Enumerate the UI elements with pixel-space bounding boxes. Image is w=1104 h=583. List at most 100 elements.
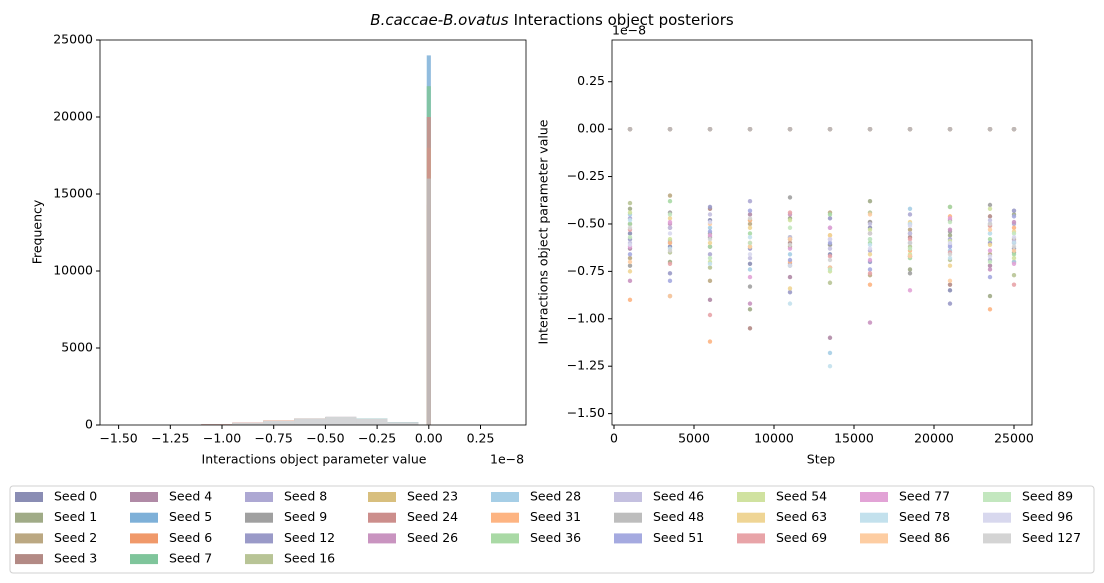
legend-swatch bbox=[130, 512, 158, 523]
y-tick-label: 25000 bbox=[53, 32, 93, 47]
y-tick-label: 0.00 bbox=[577, 121, 605, 136]
legend-label: Seed 46 bbox=[653, 489, 704, 504]
scatter-point bbox=[867, 231, 873, 236]
scatter-point bbox=[787, 210, 793, 215]
scatter-point bbox=[907, 254, 913, 259]
scatter-point bbox=[707, 229, 713, 234]
scatter-point bbox=[747, 252, 753, 257]
scatter-point bbox=[707, 244, 713, 249]
scatter-point bbox=[827, 225, 833, 230]
scatter-point bbox=[947, 301, 953, 306]
y-tick-label: 10000 bbox=[53, 263, 93, 278]
legend-label: Seed 16 bbox=[284, 551, 335, 566]
scatter-point bbox=[747, 301, 753, 306]
x-axis-label: Interactions object parameter value bbox=[202, 452, 427, 467]
scatter-point bbox=[747, 208, 753, 213]
scatter-point bbox=[667, 231, 673, 236]
scatter-point bbox=[747, 212, 753, 217]
legend-label: Seed 5 bbox=[169, 509, 212, 524]
scatter-point bbox=[667, 126, 673, 132]
legend-label: Seed 31 bbox=[530, 509, 581, 524]
legend-label: Seed 9 bbox=[284, 509, 327, 524]
scatter-point bbox=[1011, 261, 1017, 266]
legend-label: Seed 127 bbox=[1022, 530, 1081, 545]
scatter-point bbox=[627, 242, 633, 248]
legend-swatch bbox=[860, 533, 888, 544]
scatter-point bbox=[747, 216, 753, 221]
scatter-point bbox=[667, 248, 673, 253]
legend-box bbox=[9, 485, 1095, 574]
scatter-point bbox=[987, 242, 993, 248]
scatter-point bbox=[987, 293, 993, 299]
scatter-point bbox=[947, 255, 953, 261]
scatter-point bbox=[867, 126, 873, 132]
scatter-point bbox=[627, 235, 633, 240]
legend-label: Seed 7 bbox=[169, 551, 212, 566]
scatter-point bbox=[667, 293, 673, 299]
histogram-bar bbox=[263, 421, 295, 425]
legend-swatch bbox=[737, 492, 765, 502]
scatter-point bbox=[827, 335, 833, 340]
legend-label: Seed 77 bbox=[899, 489, 950, 504]
histogram-bar bbox=[232, 423, 264, 425]
scatter-point bbox=[707, 312, 713, 318]
scatter-point bbox=[867, 236, 873, 242]
scatter-point bbox=[1011, 282, 1017, 287]
x-tick-label: 0 bbox=[610, 431, 618, 446]
scatter-point bbox=[707, 212, 713, 217]
scatter-point bbox=[827, 267, 833, 272]
scatter-point bbox=[707, 255, 713, 261]
scatter-point bbox=[827, 350, 833, 356]
legend-swatch bbox=[983, 492, 1011, 502]
scatter-point bbox=[627, 225, 633, 230]
legend-swatch bbox=[491, 512, 519, 523]
legend-swatch bbox=[860, 512, 888, 523]
y-tick-label: −0.25 bbox=[567, 168, 605, 183]
scatter-point bbox=[627, 217, 633, 223]
scatter-point bbox=[747, 235, 753, 240]
scatter-point bbox=[667, 278, 673, 284]
legend-swatch bbox=[614, 492, 642, 502]
legend-label: Seed 3 bbox=[54, 551, 97, 566]
scatter-point bbox=[907, 246, 913, 251]
scatter-point bbox=[627, 252, 633, 257]
scatter-point bbox=[707, 225, 713, 230]
legend-label: Seed 48 bbox=[653, 509, 704, 524]
scatter-point bbox=[747, 244, 753, 249]
scatter-point bbox=[827, 364, 833, 369]
scatter-point bbox=[787, 242, 793, 248]
scatter-point bbox=[947, 204, 953, 210]
figure-title: B.caccae-B.ovatus Interactions object pos… bbox=[370, 11, 734, 29]
scatter-point bbox=[627, 200, 633, 206]
scatter-point bbox=[627, 263, 633, 268]
legend-label: Seed 6 bbox=[169, 530, 212, 545]
scatter-point bbox=[1011, 244, 1017, 249]
scatter-point bbox=[627, 126, 633, 132]
legend-label: Seed 96 bbox=[1022, 509, 1073, 524]
scatter-point bbox=[907, 212, 913, 217]
x-axis-label: Step bbox=[807, 452, 836, 467]
legend-swatch bbox=[491, 533, 519, 544]
scatter-point bbox=[707, 204, 713, 210]
scatter-point bbox=[1011, 248, 1017, 253]
scatter-point bbox=[987, 221, 993, 227]
scatter-point bbox=[707, 126, 713, 132]
x-tick-label: 0.00 bbox=[415, 431, 443, 446]
x-tick-label: 20000 bbox=[914, 431, 954, 446]
scatter-point bbox=[987, 214, 993, 219]
legend-swatch bbox=[368, 492, 396, 502]
scatter-point bbox=[907, 236, 913, 242]
scatter-point bbox=[867, 212, 873, 217]
scatter-point bbox=[707, 339, 713, 344]
legend-swatch bbox=[15, 512, 43, 523]
scatter-point bbox=[947, 288, 953, 293]
scatter-point bbox=[827, 233, 833, 238]
scatter-point bbox=[747, 255, 753, 261]
scatter-point bbox=[867, 227, 873, 232]
legend-label: Seed 23 bbox=[407, 489, 458, 504]
legend-swatch bbox=[130, 492, 158, 502]
scatter-point bbox=[947, 282, 953, 287]
legend-label: Seed 2 bbox=[54, 530, 97, 545]
scatter-point bbox=[747, 199, 753, 204]
scatter-point bbox=[627, 206, 633, 211]
